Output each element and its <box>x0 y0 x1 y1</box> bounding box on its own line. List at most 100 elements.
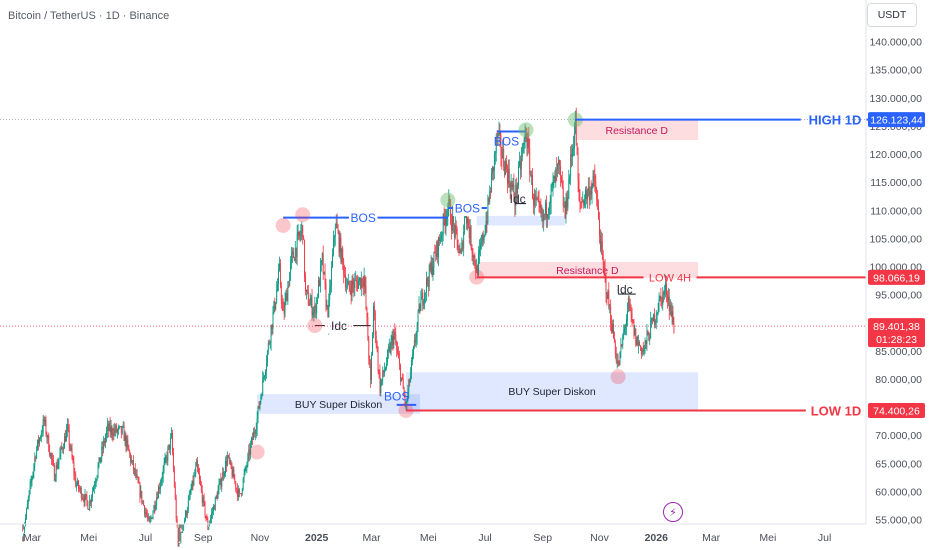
zone-buy-4[interactable] <box>476 215 566 226</box>
bolt-icon[interactable]: ⚡ <box>663 502 683 522</box>
candle <box>181 524 183 534</box>
y-tick-label: 70.000,00 <box>875 430 922 442</box>
level-low-4h[interactable]: LOW 4H <box>476 273 866 285</box>
candle <box>317 293 319 304</box>
candle <box>188 490 190 501</box>
currency-button[interactable]: USDT <box>867 3 917 27</box>
candle <box>138 476 140 484</box>
candle <box>105 433 106 449</box>
zone-buy-2[interactable] <box>257 394 420 414</box>
candle <box>570 146 572 186</box>
candle <box>631 307 633 327</box>
candle <box>617 353 619 367</box>
x-tick-label: Mei <box>420 532 437 544</box>
candle <box>47 434 49 444</box>
candle <box>650 311 652 339</box>
candle <box>109 416 111 438</box>
candle <box>96 475 98 482</box>
candle <box>535 187 537 207</box>
candle <box>456 226 458 251</box>
candle <box>623 324 625 340</box>
candle <box>410 366 412 383</box>
candle <box>194 468 196 477</box>
candle <box>148 515 150 523</box>
candle <box>356 275 358 292</box>
zone-resistance-1[interactable] <box>476 262 699 278</box>
candle <box>641 347 643 357</box>
candle <box>253 426 255 438</box>
candle <box>494 150 496 165</box>
candle <box>61 442 63 450</box>
candle <box>246 461 248 474</box>
annotation-bos-3[interactable]: BOS <box>384 389 417 406</box>
candle <box>340 233 342 265</box>
swing-point-circle[interactable] <box>518 122 534 138</box>
candle <box>337 223 339 235</box>
candle <box>369 355 371 369</box>
candle <box>598 199 600 220</box>
swing-point-circle[interactable] <box>440 192 456 208</box>
candle <box>449 195 451 209</box>
annotation-idc-4[interactable]: Idc <box>314 317 371 334</box>
annotation-bos-0[interactable]: BOS <box>283 209 448 226</box>
candle <box>38 435 39 451</box>
candle <box>196 458 198 467</box>
annotation-idc-6[interactable]: Idc <box>617 283 636 297</box>
candle <box>455 220 457 235</box>
candle <box>322 245 324 281</box>
candle <box>60 445 62 461</box>
candle <box>234 474 236 485</box>
candle <box>574 110 576 135</box>
swing-point-circle[interactable] <box>249 444 265 460</box>
candle <box>331 261 333 293</box>
candle <box>640 346 642 359</box>
y-tick-label: 135.000,00 <box>869 65 922 77</box>
annotation-idc-5[interactable]: Idc <box>510 192 527 206</box>
candle <box>487 194 489 225</box>
swing-point-circle[interactable] <box>307 318 323 334</box>
candle <box>368 335 370 365</box>
candle <box>185 509 186 522</box>
x-axis[interactable]: Mar Mei Jul Sep Nov 2025 Mar Mei Jul Sep Nov 2026 Ma… <box>0 523 866 544</box>
candle <box>151 517 153 519</box>
candle <box>357 274 359 292</box>
swing-point-circle[interactable] <box>295 207 311 223</box>
candle <box>161 471 163 486</box>
candle <box>122 421 124 429</box>
candle <box>265 369 266 382</box>
candle <box>511 181 513 191</box>
candle <box>638 334 640 354</box>
zone-buy-3[interactable] <box>405 372 699 410</box>
swing-point-circle[interactable] <box>275 217 291 233</box>
candle <box>267 340 269 355</box>
candle <box>407 384 409 403</box>
candle <box>565 192 567 224</box>
candle <box>278 263 279 292</box>
candle <box>387 343 389 360</box>
annotation-label: BOS <box>455 202 480 216</box>
annotation-bos-2[interactable]: BOS <box>494 130 527 149</box>
candle <box>55 461 57 482</box>
candle <box>382 366 384 386</box>
swing-point-circle[interactable] <box>610 369 626 385</box>
candle <box>662 287 664 311</box>
svg-text:126.123,44: 126.123,44 <box>870 115 923 127</box>
candle <box>603 260 605 276</box>
candle <box>585 186 586 209</box>
annotation-bos-1[interactable]: BOS <box>447 200 487 217</box>
y-axis[interactable]: 140.000,00135.000,00130.000,00125.000,00… <box>865 0 925 527</box>
candle <box>508 159 510 188</box>
candle <box>306 285 308 295</box>
candle <box>656 312 658 323</box>
candle <box>532 168 533 200</box>
candle <box>86 491 88 507</box>
candle <box>472 248 474 265</box>
candle <box>141 490 143 505</box>
candle <box>615 346 617 364</box>
candle <box>509 180 511 200</box>
annotation-label: BOS <box>384 389 409 403</box>
zone-resistance-0[interactable] <box>575 120 699 140</box>
level-high-1d[interactable]: HIGH 1D <box>575 113 870 128</box>
candle <box>52 454 54 467</box>
